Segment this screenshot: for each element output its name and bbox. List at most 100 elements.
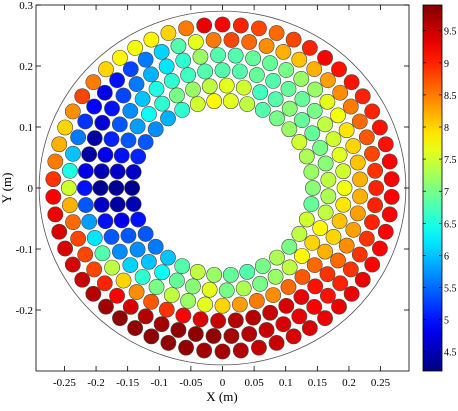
x-tick-label: -0.05	[179, 377, 202, 389]
colorbar-tick-label: 6.5	[444, 219, 457, 230]
data-point	[108, 180, 125, 196]
data-point	[74, 271, 91, 288]
data-point	[65, 214, 81, 231]
data-point	[76, 180, 93, 196]
data-point	[64, 256, 81, 273]
data-point	[335, 163, 352, 180]
data-point	[62, 197, 78, 214]
data-point	[319, 266, 336, 283]
data-point	[143, 31, 160, 48]
y-tick-label: 0.3	[19, 0, 33, 12]
data-point	[304, 234, 321, 251]
data-point	[232, 342, 249, 359]
data-point	[141, 253, 157, 270]
data-point	[291, 51, 308, 68]
data-point	[97, 213, 114, 230]
data-point	[291, 308, 308, 325]
x-axis-label: X (m)	[206, 389, 237, 404]
data-point	[248, 67, 265, 83]
data-point	[345, 221, 362, 238]
data-point	[303, 164, 320, 180]
data-point	[143, 293, 160, 310]
data-point	[383, 188, 400, 205]
data-point	[345, 138, 362, 154]
data-point	[352, 171, 368, 188]
data-point	[201, 78, 218, 95]
data-point	[262, 304, 279, 321]
data-point	[153, 43, 170, 60]
data-point	[134, 91, 151, 107]
data-point	[239, 263, 256, 280]
data-point	[143, 328, 160, 345]
ring-4	[60, 32, 385, 344]
data-point	[332, 275, 349, 292]
data-point	[134, 269, 151, 285]
data-point	[47, 153, 64, 170]
data-point	[331, 213, 348, 230]
data-point	[96, 84, 113, 101]
data-point	[170, 38, 187, 54]
data-point	[147, 121, 164, 138]
data-point	[81, 213, 98, 230]
data-point	[148, 81, 165, 97]
data-point	[128, 284, 145, 300]
data-point	[371, 119, 388, 136]
x-tick-label: -0.15	[116, 377, 139, 389]
y-tick-label: 0	[28, 183, 34, 195]
data-point	[77, 197, 94, 213]
data-point	[85, 74, 102, 91]
colorbar-gradient	[422, 4, 443, 372]
data-point	[232, 17, 249, 34]
data-point	[275, 43, 292, 60]
colorbar: 4.5 5 5.5 6 6.5 7 7.5 8 8.5 9 9.5	[422, 4, 457, 372]
data-point	[222, 266, 239, 283]
data-point	[98, 61, 114, 78]
data-point	[367, 197, 383, 214]
x-tick-label: 0	[220, 377, 226, 389]
data-point	[317, 310, 333, 327]
data-point	[154, 264, 171, 281]
data-point	[377, 223, 394, 240]
data-point	[137, 226, 154, 242]
data-point	[115, 87, 132, 104]
data-point	[235, 79, 252, 96]
data-point	[129, 118, 146, 135]
data-point	[325, 229, 342, 245]
colorbar-tick-label: 8	[444, 123, 449, 134]
data-point	[189, 96, 206, 112]
ring-2	[92, 62, 353, 314]
data-point	[174, 258, 191, 274]
data-point	[332, 84, 349, 101]
data-point	[306, 257, 323, 273]
data-point	[74, 88, 91, 105]
data-point	[45, 171, 62, 188]
data-point	[210, 313, 227, 329]
data-point	[262, 55, 278, 72]
data-point	[214, 16, 231, 33]
data-point	[143, 66, 159, 83]
data-point	[124, 180, 140, 196]
x-tick-label: 0.25	[371, 377, 391, 389]
data-point	[130, 148, 147, 165]
y-tick-label: 0.2	[19, 61, 33, 73]
data-point	[214, 297, 231, 314]
data-point	[122, 257, 139, 273]
ring-3	[76, 47, 368, 329]
data-point	[364, 214, 380, 231]
x-tick-label: 0.1	[279, 377, 293, 389]
data-point	[153, 316, 170, 333]
data-point	[103, 131, 120, 147]
x-tick-label: 0.2	[342, 377, 356, 389]
data-point	[331, 61, 347, 78]
data-point	[254, 102, 271, 118]
data-point	[241, 326, 258, 342]
data-point	[342, 98, 359, 115]
data-point	[86, 130, 103, 147]
data-point	[160, 110, 176, 127]
data-point	[258, 322, 275, 338]
data-point	[180, 293, 197, 309]
data-point	[77, 113, 94, 130]
data-point	[163, 287, 180, 303]
data-point	[86, 261, 103, 278]
data-point	[320, 171, 337, 188]
